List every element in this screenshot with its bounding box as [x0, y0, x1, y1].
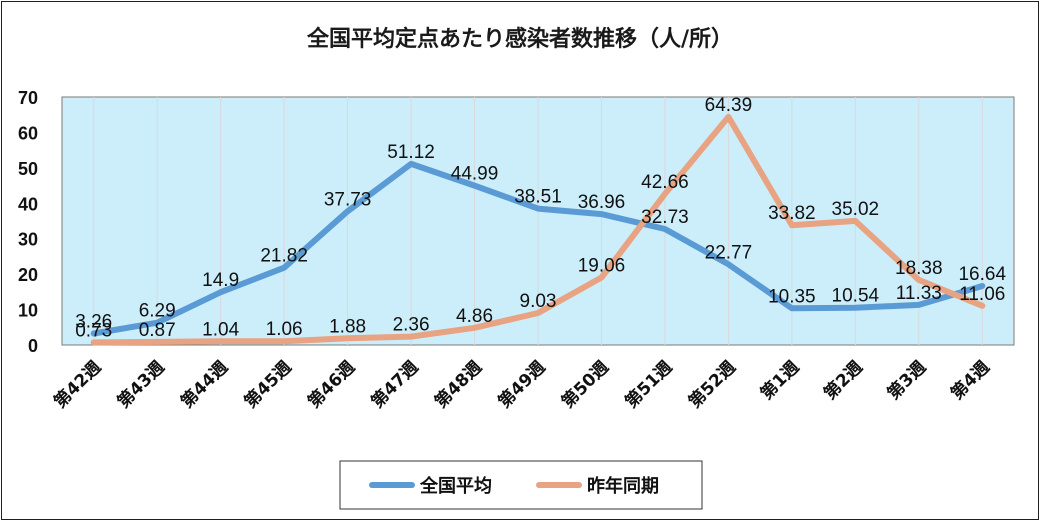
series-lines — [90, 113, 986, 346]
x-tick-label: 第46週 — [304, 357, 360, 413]
data-label: 11.06 — [959, 284, 1005, 305]
chart-title: 全国平均定点あたり感染者数推移（人/所） — [306, 26, 733, 52]
y-tick-label: 0 — [28, 336, 38, 356]
x-tick-label: 第42週 — [50, 357, 106, 413]
data-label: 37.73 — [324, 189, 372, 210]
data-label: 35.02 — [832, 199, 880, 220]
data-label: 1.04 — [202, 319, 239, 340]
data-label: 22.77 — [705, 242, 753, 263]
y-tick-label: 10 — [18, 301, 38, 321]
data-label: 21.82 — [260, 246, 308, 267]
x-tick-label: 第47週 — [367, 357, 423, 413]
data-label: 51.12 — [387, 142, 435, 163]
x-tick-label: 第43週 — [113, 357, 169, 413]
x-tick-label: 第3週 — [883, 357, 930, 404]
data-label: 32.73 — [641, 207, 689, 228]
x-tick-label: 第45週 — [240, 357, 296, 413]
series-line-0 — [90, 160, 986, 337]
data-label: 1.88 — [329, 316, 366, 337]
y-tick-label: 50 — [18, 159, 38, 179]
data-label: 3.26 — [75, 311, 112, 332]
data-label: 33.82 — [768, 203, 816, 224]
data-labels: 3.26 6.29 14.9 21.82 37.73 51.12 44.99 38.51 36.… — [75, 95, 1006, 342]
legend-label: 全国平均 — [419, 475, 492, 497]
data-label: 16.64 — [958, 264, 1006, 285]
y-tick-label: 20 — [18, 265, 38, 285]
y-tick-label: 60 — [18, 123, 38, 143]
x-tick-label: 第50週 — [557, 357, 613, 413]
data-label: 9.03 — [520, 291, 557, 312]
data-label: 6.29 — [139, 301, 176, 322]
data-label: 10.35 — [768, 286, 816, 307]
data-label: 0.73 — [75, 320, 112, 341]
data-label: 10.54 — [832, 286, 880, 307]
data-label: 1.06 — [266, 319, 303, 340]
data-label: 11.33 — [896, 283, 942, 304]
data-label: 18.38 — [895, 258, 943, 279]
data-label: 38.51 — [514, 187, 562, 208]
data-label: 4.86 — [456, 306, 493, 327]
x-axis: 第42週 第43週 第44週 第45週 第46週 第47週 第48週 第49週 第50週 第51週… — [50, 357, 994, 413]
series-line-1 — [90, 113, 986, 346]
data-label: 36.96 — [578, 192, 626, 213]
data-label: 64.39 — [705, 95, 753, 116]
x-tick-label: 第44週 — [177, 357, 233, 413]
y-tick-label: 30 — [18, 230, 38, 250]
y-tick-label: 40 — [18, 194, 38, 214]
gridlines — [93, 97, 983, 345]
x-tick-label: 第2週 — [820, 357, 867, 404]
y-tick-label: 70 — [18, 88, 38, 108]
x-tick-label: 第1週 — [756, 357, 803, 404]
data-label: 2.36 — [393, 315, 430, 336]
data-label: 44.99 — [451, 164, 499, 185]
data-label: 0.87 — [139, 320, 176, 341]
data-label: 14.9 — [202, 270, 239, 291]
legend-label: 昨年同期 — [587, 475, 659, 497]
x-tick-label: 第4週 — [947, 357, 994, 404]
x-tick-label: 第51週 — [621, 357, 677, 413]
x-tick-label: 第49週 — [494, 357, 550, 413]
y-axis: 0 10 20 30 40 50 60 70 — [18, 88, 38, 356]
x-tick-label: 第48週 — [430, 357, 486, 413]
x-tick-label: 第52週 — [684, 357, 740, 413]
data-label: 19.06 — [578, 255, 626, 276]
data-label: 42.66 — [641, 172, 689, 193]
legend: 全国平均 昨年同期 — [339, 460, 703, 510]
